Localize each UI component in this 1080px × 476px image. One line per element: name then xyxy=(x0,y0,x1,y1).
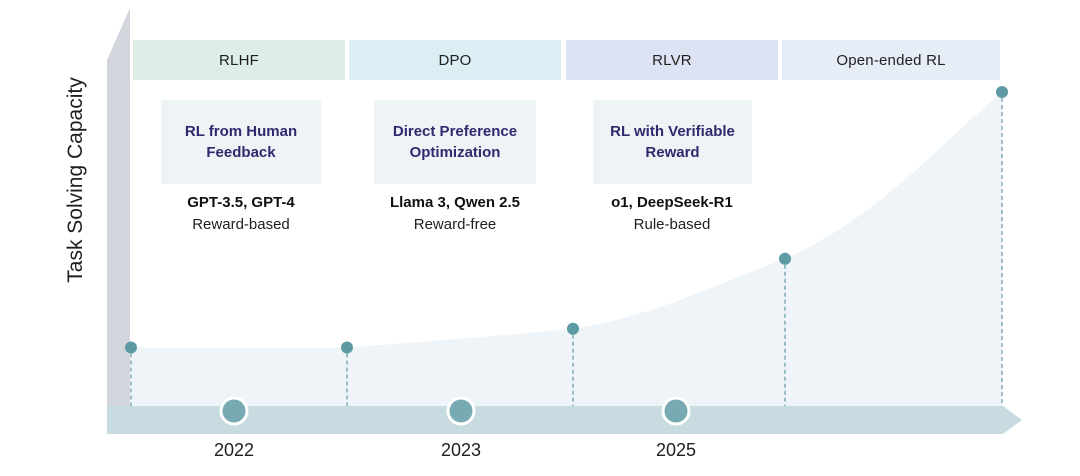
phase-rlvr: RLVR xyxy=(566,40,778,80)
y-axis-label: Task Solving Capacity xyxy=(64,77,87,283)
models-dpo: Llama 3, Qwen 2.5 xyxy=(389,194,521,211)
caption-rlvr: o1, DeepSeek-R1 Rule-based xyxy=(562,192,782,236)
year-markers xyxy=(219,396,691,426)
kind-dpo: Reward-free xyxy=(413,216,497,233)
caption-rlhf: GPT-3.5, GPT-4 Reward-based xyxy=(141,192,341,236)
method-title-dpo-line2: Optimization xyxy=(409,144,501,161)
year-2022: 2022 xyxy=(213,440,255,460)
method-card-rlhf: RL from Human Feedback xyxy=(161,100,321,184)
year-2025: 2025 xyxy=(655,440,697,460)
phase-open-ended-rl-label: Open-ended RL xyxy=(836,51,946,69)
capacity-drop-lines xyxy=(130,98,1003,406)
year-marker-2022 xyxy=(219,396,249,426)
point-open-end xyxy=(996,86,1008,98)
method-title-rlhf-line1: RL from Human xyxy=(184,123,298,140)
capacity-points xyxy=(125,86,1008,354)
point-open-start xyxy=(779,252,791,265)
point-rlvr xyxy=(567,322,579,335)
kind-rlvr: Rule-based xyxy=(633,216,711,233)
year-2023: 2023 xyxy=(440,440,482,460)
method-title-rlvr-line2: Reward xyxy=(645,144,700,161)
method-title-rlhf-line2: Feedback xyxy=(206,144,276,161)
phase-dpo: DPO xyxy=(349,40,561,80)
models-rlhf: GPT-3.5, GPT-4 xyxy=(187,194,295,211)
method-title-dpo-line1: Direct Preference xyxy=(392,123,518,140)
phase-rlhf-label: RLHF xyxy=(219,51,259,69)
models-rlvr: o1, DeepSeek-R1 xyxy=(611,194,733,211)
method-card-dpo: Direct Preference Optimization xyxy=(374,100,536,184)
method-card-rlvr: RL with Verifiable Reward xyxy=(593,100,752,184)
year-marker-2025 xyxy=(661,396,691,426)
caption-dpo: Llama 3, Qwen 2.5 Reward-free xyxy=(345,192,565,236)
kind-rlhf: Reward-based xyxy=(192,216,290,233)
timeline-arrow xyxy=(107,406,1022,434)
phase-rlhf: RLHF xyxy=(133,40,345,80)
point-2023 xyxy=(341,341,353,354)
phase-open-ended-rl: Open-ended RL xyxy=(782,40,1000,80)
year-marker-2023 xyxy=(446,396,476,426)
point-2022 xyxy=(125,341,137,354)
y-axis-arrow xyxy=(107,8,130,432)
phase-dpo-label: DPO xyxy=(438,51,472,69)
capacity-area xyxy=(131,92,1002,406)
method-title-rlvr-line1: RL with Verifiable xyxy=(610,123,735,140)
phase-rlvr-label: RLVR xyxy=(652,51,692,69)
